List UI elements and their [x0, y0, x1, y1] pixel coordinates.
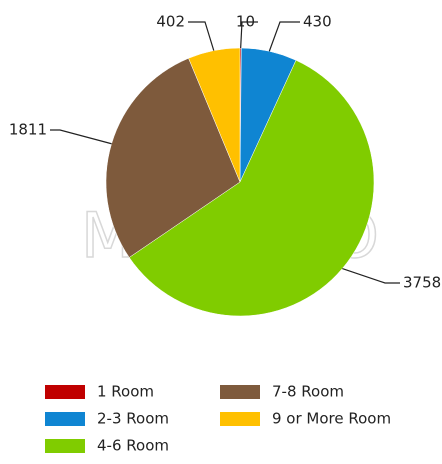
- pie-slice: [105, 57, 241, 258]
- data-label: 1811: [9, 121, 47, 139]
- leader-line: [188, 21, 215, 51]
- leader-line: [50, 129, 112, 145]
- data-label: 3758: [403, 274, 441, 292]
- legend-swatch: [45, 385, 85, 399]
- pie-slice: [128, 59, 375, 317]
- legend-label: 1 Room: [97, 383, 154, 401]
- legend-swatch: [220, 385, 260, 399]
- data-label: 402: [156, 13, 185, 31]
- legend-label: 7-8 Room: [272, 383, 344, 401]
- leader-line: [240, 21, 258, 49]
- legend-label: 9 or More Room: [272, 410, 391, 428]
- legend-label: 2-3 Room: [97, 410, 169, 428]
- leader-line: [268, 21, 300, 52]
- data-label: 10: [236, 13, 255, 31]
- legend-swatch: [220, 412, 260, 426]
- data-label: 430: [303, 13, 332, 31]
- legend-swatch: [45, 412, 85, 426]
- pie: [105, 47, 375, 317]
- legend-label: 4-6 Room: [97, 437, 169, 455]
- leader-line: [342, 267, 400, 284]
- legend-swatch: [45, 439, 85, 453]
